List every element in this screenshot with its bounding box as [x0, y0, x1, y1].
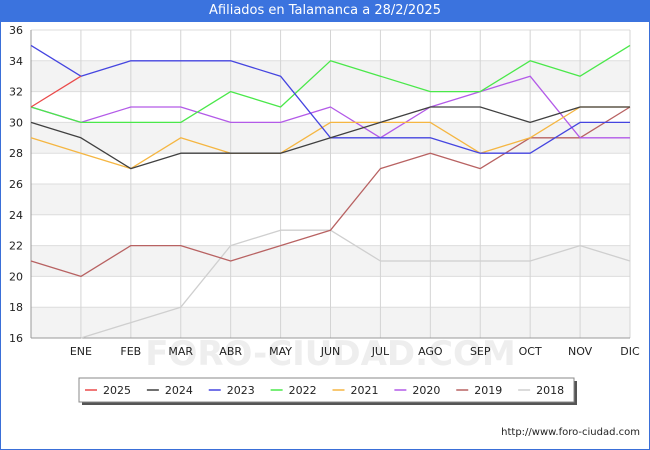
- legend-label-2022: 2022: [289, 384, 317, 397]
- legend: 2025 2024 2023 2022 2021 2020 2019 2018: [78, 377, 577, 405]
- x-tick-label: DIC: [620, 345, 640, 358]
- legend-box: [78, 377, 575, 403]
- y-tick-label: 32: [9, 86, 23, 99]
- watermark-layer: FORO-CIUDAD.COM: [145, 334, 516, 374]
- y-tick-label: 16: [9, 332, 23, 345]
- watermark: FORO-CIUDAD.COM: [145, 334, 516, 374]
- y-tick-label: 18: [9, 301, 23, 314]
- series-line-2024: [30, 106, 630, 170]
- series-line-2018: [80, 229, 631, 339]
- x-tick-label: FEB: [120, 345, 141, 358]
- series-line-2022: [30, 44, 631, 124]
- legend-label-2024: 2024: [165, 384, 193, 397]
- x-tick-label: MAY: [269, 345, 292, 358]
- series-line-2025: [30, 75, 82, 108]
- legend-label-2018: 2018: [536, 384, 564, 397]
- y-tick-label: 30: [9, 116, 23, 129]
- legend-label-2023: 2023: [227, 384, 255, 397]
- series-line-2020: [30, 75, 630, 139]
- y-tick-label: 22: [9, 240, 23, 253]
- x-tick-label: JUN: [320, 345, 341, 358]
- series-lines: [30, 44, 631, 339]
- source-url[interactable]: http://www.foro-ciudad.com: [501, 427, 640, 438]
- x-tick-label: SEP: [470, 345, 491, 358]
- x-tick-label: MAR: [168, 345, 193, 358]
- y-tick-label: 20: [9, 270, 23, 283]
- y-tick-label: 34: [9, 55, 23, 68]
- x-tick-label: NOV: [568, 345, 593, 358]
- y-tick-label: 28: [9, 147, 23, 160]
- y-tick-label: 26: [9, 178, 23, 191]
- y-tick-label: 36: [9, 24, 23, 37]
- x-tick-label: OCT: [519, 345, 542, 358]
- legend-label-2020: 2020: [412, 384, 440, 397]
- legend-label-2025: 2025: [103, 384, 131, 397]
- legend-label-2021: 2021: [351, 384, 379, 397]
- x-tick-label: JUL: [371, 345, 390, 358]
- legend-label-2019: 2019: [474, 384, 502, 397]
- y-tick-label: 24: [9, 209, 23, 222]
- x-tick-label: ENE: [70, 345, 92, 358]
- x-tick-label: ABR: [219, 345, 242, 358]
- x-tick-label: AGO: [418, 345, 443, 358]
- axes: 16 18 20 22 24 26 28 30 32 34 36 ENE FEB MAR ABR MAY JUN…: [9, 24, 640, 358]
- chart-title: Afiliados en Talamanca a 28/2/2025: [0, 0, 650, 22]
